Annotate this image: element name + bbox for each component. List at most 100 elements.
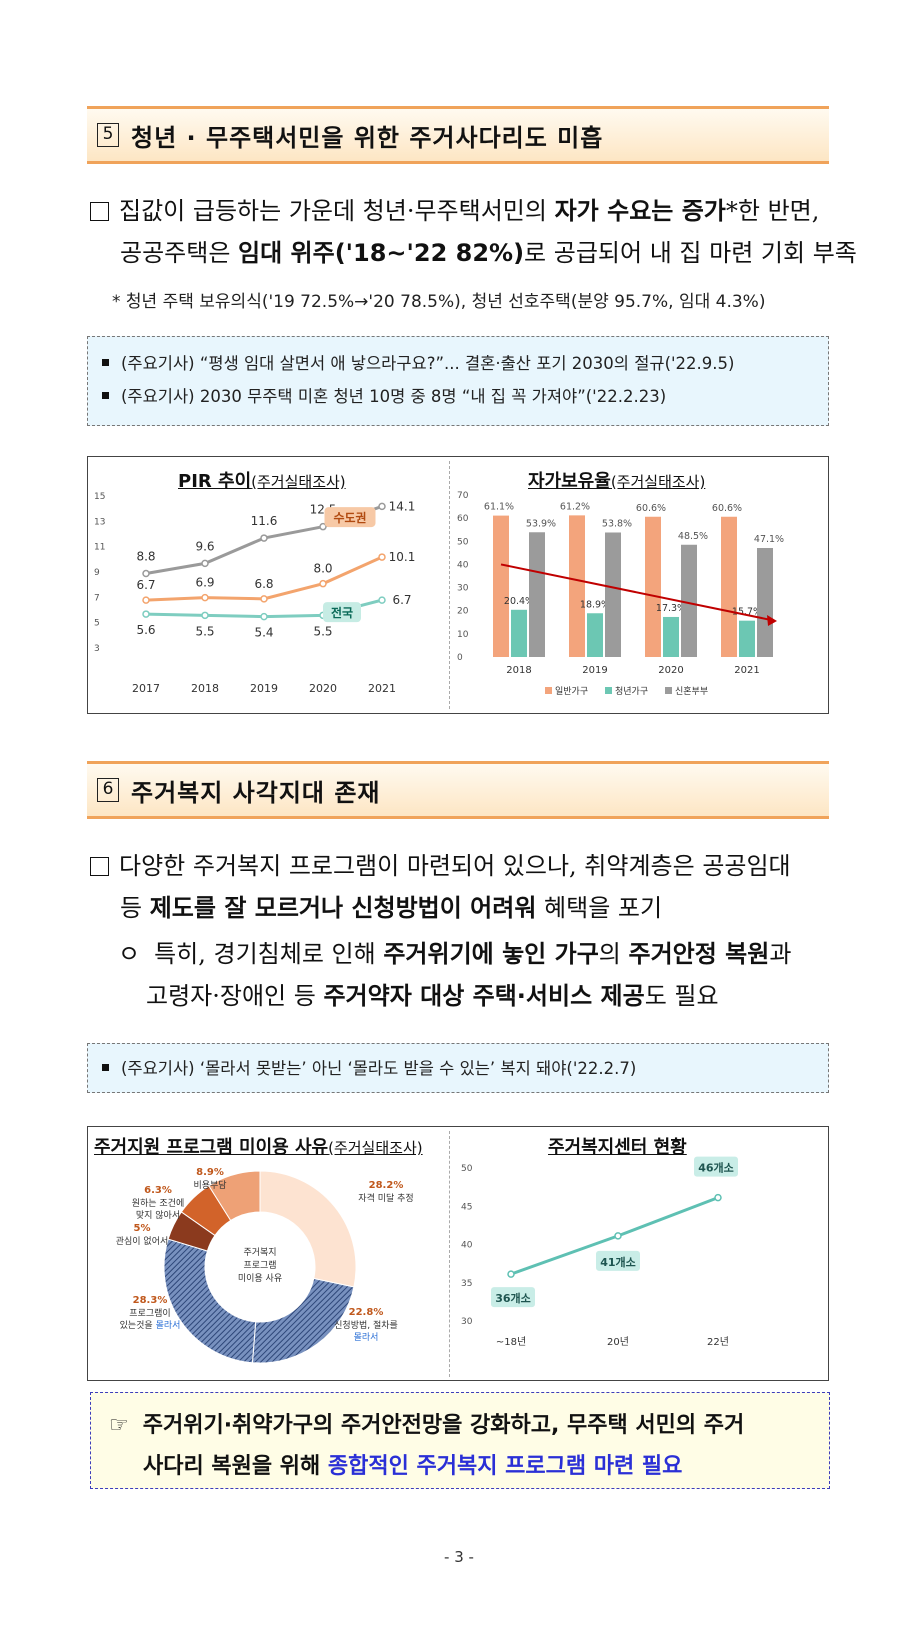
data-point <box>142 596 150 604</box>
data-label: 5.4 <box>254 626 273 640</box>
data-label: 46개소 <box>698 1161 734 1175</box>
y-tick-label: 45 <box>461 1202 472 1212</box>
data-label: 60.6% <box>636 503 666 514</box>
y-tick-label: 60 <box>457 514 469 524</box>
bullet-square-icon <box>102 1064 109 1071</box>
legend-swatch <box>605 687 612 694</box>
conclusion-line-2: 사다리 복원을 위해 종합적인 주거복지 프로그램 마련 필요 <box>143 1454 683 1479</box>
data-point <box>378 502 386 511</box>
y-tick-label: 3 <box>94 644 100 654</box>
news-box: (주요기사) ‘몰라서 못받는’ 아닌 ‘몰라도 받을 수 있는’ 복지 돼야(… <box>87 1043 829 1093</box>
data-label: 41개소 <box>600 1255 636 1269</box>
data-label-bg <box>694 1156 738 1177</box>
sec5-paragraph: 집값이 급등하는 가운데 청년·무주택서민의 자가 수요는 증가*한 반면, 공… <box>90 190 857 274</box>
donut-center-label: 프로그램 <box>243 1259 276 1271</box>
center-line-chart: 30 35 40 45 50 ~18년 20년 22년 36개소 41개소 46개소 <box>461 1156 738 1348</box>
slice-percent: 6.3% <box>144 1185 172 1196</box>
news-item: (주요기사) “평생 임대 살면서 애 낳으라구요?”... 결혼·출산 포기 … <box>102 347 814 380</box>
series-tag-label: 수도권 <box>333 511 366 525</box>
data-label: 15.7% <box>732 607 762 618</box>
donut-center-label: 주거복지 <box>243 1247 276 1258</box>
donut-slice <box>163 1238 257 1364</box>
y-tick-label: 40 <box>461 1241 473 1251</box>
bar-일반가구 <box>493 515 509 657</box>
ownership-bar-chart: 0 10 20 30 40 50 60 70 61.1% 20.4% 53.9% 2018 61.2% 1… <box>457 491 784 697</box>
x-tick-label: 2018 <box>506 665 531 676</box>
section-number: 5 <box>97 123 119 147</box>
donut-slice <box>259 1170 357 1288</box>
y-tick-label: 0 <box>457 653 463 663</box>
data-label: 14.1 <box>389 499 416 513</box>
bar-청년가구 <box>663 616 679 657</box>
news-item: (주요기사) 2030 무주택 미혼 청년 10명 중 8명 “내 집 꼭 가져… <box>102 380 814 413</box>
bar-신혼부부 <box>605 532 621 657</box>
legend-swatch <box>665 687 672 694</box>
data-point <box>260 612 268 621</box>
data-label: 6.7 <box>136 578 155 592</box>
bar-청년가구 <box>739 620 755 657</box>
slice-percent: 28.3% <box>133 1295 168 1306</box>
x-tick-label: 2018 <box>191 682 219 695</box>
y-tick-label: 30 <box>461 1317 473 1327</box>
x-tick-label: 20년 <box>607 1336 629 1348</box>
pointing-hand-icon: ☞ <box>109 1413 129 1438</box>
slice-percent: 22.8% <box>349 1307 384 1318</box>
legend-label: 신혼부부 <box>675 685 708 697</box>
y-tick-label: 40 <box>457 560 469 570</box>
data-point <box>260 534 268 542</box>
news-box: (주요기사) “평생 임대 살면서 애 낳으라구요?”... 결혼·출산 포기 … <box>87 336 829 426</box>
donut-slice <box>208 1170 261 1222</box>
data-label: 5.5 <box>313 624 332 638</box>
data-point <box>378 553 386 561</box>
data-label: 20.4% <box>504 596 534 607</box>
y-tick-label: 30 <box>457 584 469 594</box>
chart-panel: PIR 추이(주거실태조사) 3 5 7 9 11 13 15 2017 2018 2019 202… <box>87 456 829 714</box>
x-tick-label: ~18년 <box>496 1336 526 1348</box>
slice-label: 맞지 않아서 <box>136 1209 180 1221</box>
slice-label: 신청방법, 절차를 <box>334 1319 398 1331</box>
bar-신혼부부 <box>529 532 545 657</box>
section-title: 청년 · 무주택서민을 위한 주거사다리도 미흡 <box>131 123 604 152</box>
checkbox-marker-icon <box>90 857 109 876</box>
section-6-header: 6 주거복지 사각지대 존재 <box>87 761 829 819</box>
bar-일반가구 <box>645 516 661 657</box>
data-label: 48.5% <box>678 531 708 542</box>
trend-arrow-line <box>500 563 772 621</box>
data-label: 6.9 <box>195 576 214 590</box>
data-label: 61.1% <box>484 502 514 513</box>
data-point <box>714 1193 722 1202</box>
x-tick-label: 2020 <box>658 665 683 676</box>
data-label: 60.6% <box>712 503 742 514</box>
ownership-chart-title: 자가보유율(주거실태조사) <box>528 471 706 492</box>
y-tick-label: 50 <box>457 537 469 547</box>
data-point <box>378 596 386 604</box>
data-label: 8.8 <box>136 550 155 564</box>
page-number: - 3 - <box>444 1548 474 1566</box>
slice-label: 프로그램이 <box>129 1307 170 1319</box>
conclusion-line-1: ☞ 주거위기·취약가구의 주거안전망을 강화하고, 무주택 서민의 주거 <box>109 1413 745 1438</box>
data-label: 18.9% <box>580 599 610 610</box>
conclusion-box: ☞ 주거위기·취약가구의 주거안전망을 강화하고, 무주택 서민의 주거 사다리 … <box>90 1392 830 1489</box>
slice-label: 자격 미달 추정 <box>358 1192 413 1204</box>
x-tick-label: 2019 <box>250 682 278 695</box>
sec6-paragraph: 다양한 주거복지 프로그램이 마련되어 있으나, 취약계층은 공공임대 등 제도… <box>90 845 791 1017</box>
x-tick-label: 2021 <box>368 682 396 695</box>
x-tick-label: 2021 <box>734 665 759 676</box>
data-label: 5.5 <box>195 624 214 638</box>
bar-신혼부부 <box>681 544 697 657</box>
circle-bullet: ㅇ <box>118 940 141 968</box>
series-tag-bg <box>324 507 376 528</box>
center-chart-title: 주거복지센터 현황 <box>548 1137 687 1158</box>
y-tick-label: 35 <box>461 1279 472 1289</box>
x-tick-label: 2017 <box>132 682 160 695</box>
bar-일반가구 <box>721 516 737 657</box>
bar-청년가구 <box>511 609 527 657</box>
slice-percent: 5% <box>134 1223 151 1234</box>
section-title: 주거복지 사각지대 존재 <box>131 778 381 807</box>
data-label-bg <box>491 1287 535 1308</box>
data-label: 6.8 <box>254 577 273 591</box>
footnote: * 청년 주택 보유의식('19 72.5%→'20 78.5%), 청년 선호… <box>112 292 766 312</box>
data-point <box>319 579 327 588</box>
data-point <box>142 610 150 618</box>
checkbox-marker-icon <box>90 202 109 221</box>
